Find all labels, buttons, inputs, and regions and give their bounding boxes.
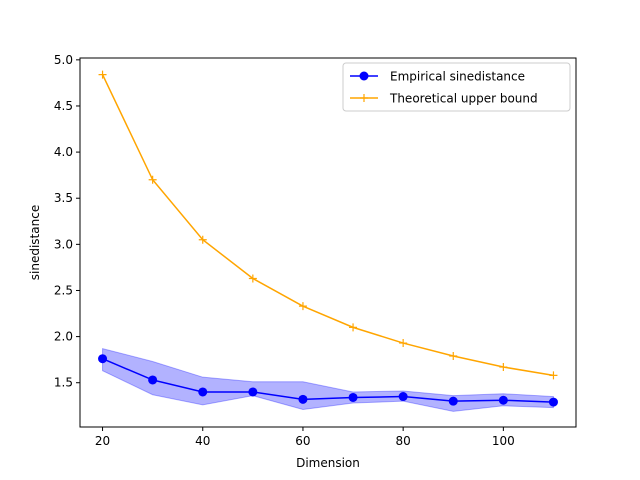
legend-marker <box>360 94 368 102</box>
y-tick-label: 4.0 <box>54 145 73 159</box>
x-tick-label: 60 <box>295 434 310 448</box>
x-tick-label: 40 <box>195 434 210 448</box>
plot-frame <box>79 57 577 428</box>
series-2-point <box>549 371 558 380</box>
x-tick-label: 100 <box>492 434 515 448</box>
legend-box <box>342 62 571 112</box>
y-tick-label: 4.5 <box>54 99 73 113</box>
x-tick-label: 20 <box>95 434 110 448</box>
series-1-point <box>198 387 208 397</box>
y-tick-label: 2.0 <box>54 330 73 344</box>
series-layer <box>98 70 558 407</box>
series-1-point <box>348 392 358 402</box>
series-2-point <box>298 302 307 311</box>
series-2-point <box>248 274 257 283</box>
series-1-point <box>398 392 408 402</box>
legend: Empirical sinedistance Theoretical upper … <box>342 62 571 112</box>
series-2-point <box>198 235 207 244</box>
confidence-band-layer <box>102 347 554 412</box>
series-2-point <box>148 175 157 184</box>
series-1-point <box>548 397 558 407</box>
y-axis-label: sinedistance <box>28 205 42 280</box>
series-1-point <box>98 354 108 364</box>
y-tick-label: 3.5 <box>54 191 73 205</box>
y-tick-label: 1.5 <box>54 376 73 390</box>
series-1-point <box>298 394 308 404</box>
series-2-point <box>349 323 358 332</box>
series-2-point <box>399 339 408 348</box>
series-1-point <box>248 387 258 397</box>
series-2-line <box>101 74 554 377</box>
series-1-point <box>448 396 458 406</box>
y-tick-label: 3.0 <box>54 237 73 251</box>
legend-label: Theoretical upper bound <box>389 92 538 106</box>
legend-label: Empirical sinedistance <box>390 70 525 84</box>
series-2-point <box>98 70 107 79</box>
series-1-line <box>102 358 554 403</box>
x-tick-label: 80 <box>396 434 411 448</box>
series-2-point <box>499 363 508 372</box>
series-1-point <box>498 395 508 405</box>
legend-marker <box>359 71 369 81</box>
x-axis-ticks: 20 40 60 80 100 <box>95 427 515 448</box>
series-2-point <box>449 351 458 360</box>
y-tick-label: 2.5 <box>54 283 73 297</box>
y-tick-label: 5.0 <box>54 53 73 67</box>
series-1-point <box>148 375 158 385</box>
series-1-band <box>102 347 554 412</box>
y-axis-ticks: 1.5 2.0 2.5 3.0 3.5 4.0 4.5 5.0 <box>54 53 80 390</box>
x-axis-label: Dimension <box>296 456 360 470</box>
